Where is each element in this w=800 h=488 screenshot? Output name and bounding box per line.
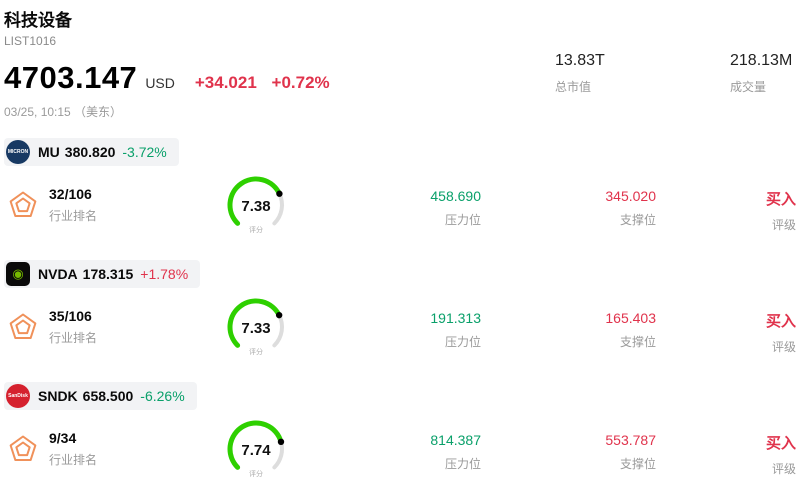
- support-metric: 345.020 支撑位: [605, 188, 656, 228]
- resistance-value: 458.690: [430, 188, 481, 204]
- resistance-value: 814.387: [430, 432, 481, 448]
- rating-value: 买入: [765, 313, 796, 330]
- stock-logo-icon: ◉: [6, 262, 30, 286]
- stock-change: -6.26%: [140, 388, 185, 404]
- resistance-value: 191.313: [430, 310, 481, 326]
- stock-symbol: SNDK: [38, 388, 78, 404]
- support-value: 165.403: [605, 310, 656, 326]
- rank-value: 35/106: [49, 308, 92, 324]
- pentagon-rank-icon: [9, 191, 37, 218]
- support-value: 553.787: [605, 432, 656, 448]
- support-value: 345.020: [605, 188, 656, 204]
- score-gauge: 7.38 评分: [218, 175, 294, 239]
- page-title: 科技设备: [4, 11, 72, 30]
- price-row: 4703.147 USD +34.021 +0.72%: [4, 60, 796, 96]
- change-percent: +0.72%: [271, 73, 330, 92]
- support-label: 支撑位: [619, 335, 656, 349]
- stock-list: MICRON MU 380.820 -3.72% 32/106 行业排名 7.3…: [0, 138, 800, 488]
- volume-label: 成交量: [730, 80, 767, 94]
- stock-card[interactable]: SanDisk SNDK 658.500 -6.26% 9/34 行业排名 7.…: [0, 382, 800, 488]
- pentagon-rank-icon: [9, 313, 37, 340]
- resistance-label: 压力位: [444, 335, 481, 349]
- rank-text: 9/34 行业排名: [49, 430, 97, 468]
- score-gauge: 7.74 评分: [218, 419, 294, 483]
- price-change: +34.021 +0.72%: [195, 73, 330, 93]
- stock-price: 380.820: [64, 144, 116, 160]
- rating-value: 买入: [765, 191, 796, 208]
- support-metric: 165.403 支撑位: [605, 310, 656, 350]
- svg-text:评分: 评分: [249, 347, 263, 356]
- stock-symbol: MU: [38, 144, 60, 160]
- svg-text:评分: 评分: [249, 225, 263, 234]
- market-cap-value: 13.83T: [555, 52, 605, 69]
- svg-text:7.38: 7.38: [241, 198, 270, 215]
- resistance-label: 压力位: [444, 457, 481, 471]
- support-label: 支撑位: [619, 213, 656, 227]
- stock-header-pill[interactable]: SanDisk SNDK 658.500 -6.26%: [4, 382, 197, 410]
- rank-value: 9/34: [49, 430, 77, 446]
- change-value: +34.021: [194, 73, 257, 92]
- header: 科技设备 LIST1016 4703.147 USD +34.021 +0.72…: [0, 0, 800, 138]
- rating-metric: 买入 评级: [766, 432, 796, 477]
- rank-text: 35/106 行业排名: [49, 308, 97, 346]
- resistance-metric: 814.387 压力位: [430, 432, 481, 472]
- support-label: 支撑位: [619, 457, 656, 471]
- rating-label: 评级: [771, 340, 796, 354]
- rating-value: 买入: [765, 435, 796, 452]
- volume-value: 218.13M: [730, 52, 793, 69]
- industry-rank-block: 9/34 行业排名: [8, 430, 97, 468]
- stock-metrics-row: 32/106 行业排名 7.38 评分 458.690 压力位 345.020 支…: [0, 175, 800, 250]
- timestamp: 03/25, 10:15 （美东）: [4, 105, 123, 119]
- stock-symbol: NVDA: [38, 266, 78, 282]
- stock-logo-icon: MICRON: [6, 140, 30, 164]
- market-cap-label: 总市值: [555, 80, 592, 94]
- stock-change: +1.78%: [140, 266, 189, 282]
- stock-change: -3.72%: [122, 144, 167, 160]
- rating-label: 评级: [771, 462, 796, 476]
- pentagon-rank-icon: [9, 435, 37, 462]
- index-price: 4703.147: [4, 60, 138, 95]
- industry-rank-block: 35/106 行业排名: [8, 308, 97, 346]
- list-id: LIST1016: [4, 34, 57, 48]
- rating-metric: 买入 评级: [766, 188, 796, 233]
- resistance-label: 压力位: [444, 213, 481, 227]
- resistance-metric: 191.313 压力位: [430, 310, 481, 350]
- rank-value: 32/106: [49, 186, 92, 202]
- rank-label: 行业排名: [49, 209, 98, 223]
- svg-text:7.33: 7.33: [241, 320, 270, 337]
- volume-stat: 218.13M 成交量: [730, 52, 792, 95]
- resistance-metric: 458.690 压力位: [430, 188, 481, 228]
- stock-price: 658.500: [82, 388, 134, 404]
- rating-metric: 买入 评级: [766, 310, 796, 355]
- industry-rank-block: 32/106 行业排名: [8, 186, 97, 224]
- rank-label: 行业排名: [49, 331, 98, 345]
- stock-header-pill[interactable]: MICRON MU 380.820 -3.72%: [4, 138, 179, 166]
- rank-text: 32/106 行业排名: [49, 186, 97, 224]
- stock-header-pill[interactable]: ◉ NVDA 178.315 +1.78%: [4, 260, 201, 288]
- rating-label: 评级: [771, 218, 796, 232]
- market-cap-stat: 13.83T 总市值: [555, 52, 605, 95]
- svg-text:7.74: 7.74: [241, 442, 271, 459]
- stock-logo-icon: SanDisk: [6, 384, 30, 408]
- stock-card[interactable]: MICRON MU 380.820 -3.72% 32/106 行业排名 7.3…: [0, 138, 800, 260]
- svg-text:评分: 评分: [249, 469, 263, 478]
- score-gauge: 7.33 评分: [218, 297, 294, 361]
- stock-metrics-row: 9/34 行业排名 7.74 评分 814.387 压力位 553.787 支撑位…: [0, 419, 800, 488]
- stock-price: 178.315: [82, 266, 134, 282]
- stock-card[interactable]: ◉ NVDA 178.315 +1.78% 35/106 行业排名 7.33 评分…: [0, 260, 800, 382]
- support-metric: 553.787 支撑位: [605, 432, 656, 472]
- stock-metrics-row: 35/106 行业排名 7.33 评分 191.313 压力位 165.403 支…: [0, 297, 800, 372]
- rank-label: 行业排名: [49, 453, 98, 467]
- currency-label: USD: [145, 75, 175, 91]
